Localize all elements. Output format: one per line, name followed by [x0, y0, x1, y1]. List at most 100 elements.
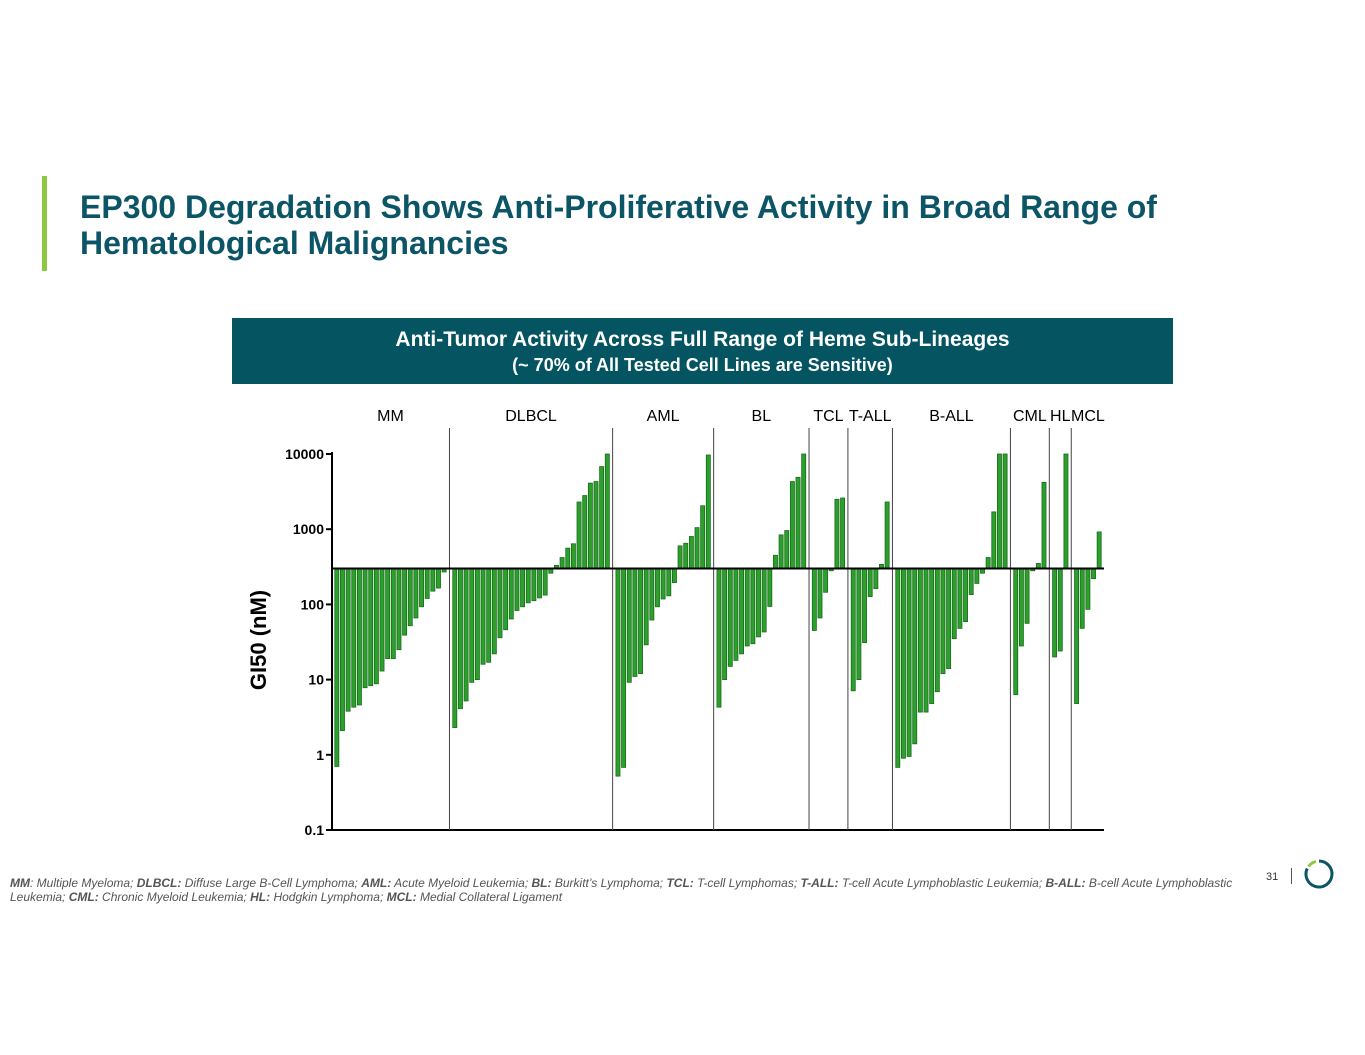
- bar: [514, 568, 520, 611]
- bar: [963, 568, 968, 623]
- bar: [419, 568, 424, 608]
- bar: [850, 568, 856, 692]
- bar: [430, 568, 436, 592]
- bar: [1079, 568, 1085, 629]
- bar: [1091, 568, 1096, 580]
- group-label: MM: [377, 408, 404, 425]
- footnote-definition: Burkitt’s Lymphoma;: [551, 876, 667, 890]
- bar: [784, 530, 790, 569]
- footnote-abbr: CML:: [68, 890, 99, 904]
- bar: [1024, 568, 1030, 624]
- bar: [906, 568, 912, 757]
- bar: [570, 543, 576, 569]
- bar: [756, 568, 761, 638]
- page-title: EP300 Degradation Shows Anti-Proliferati…: [80, 189, 1280, 261]
- bar: [856, 568, 862, 681]
- bar: [469, 568, 475, 683]
- bar: [1063, 453, 1069, 569]
- bar: [604, 453, 610, 569]
- bar: [368, 568, 374, 687]
- footnote-abbr: B-ALL:: [1045, 876, 1086, 890]
- group-label: B-ALL: [929, 408, 974, 425]
- bar: [402, 568, 408, 636]
- page-number-divider: [1291, 868, 1292, 884]
- bar: [621, 568, 627, 768]
- bar: [565, 547, 571, 569]
- bar: [436, 568, 441, 589]
- group-label: TCL: [813, 408, 843, 425]
- bar: [638, 568, 643, 675]
- bar: [968, 568, 974, 595]
- bar: [351, 568, 357, 708]
- bar: [811, 568, 817, 631]
- group-label: CML: [1013, 408, 1047, 425]
- bar: [801, 453, 807, 569]
- bar: [559, 557, 565, 569]
- bar: [452, 568, 458, 728]
- page-title-line-1: EP300 Degradation Shows Anti-Proliferati…: [80, 189, 1157, 225]
- y-tick-label: 1: [316, 747, 324, 763]
- bar: [934, 568, 940, 693]
- bar: [722, 568, 728, 681]
- bar: [486, 568, 492, 663]
- bar: [940, 568, 946, 675]
- footnote-definition: Diffuse Large B-Cell Lymphoma;: [181, 876, 362, 890]
- footnote-abbr: BL:: [531, 876, 552, 890]
- bar: [396, 568, 402, 651]
- bar: [474, 568, 480, 681]
- group-label: T-ALL: [849, 408, 892, 425]
- bar: [1018, 568, 1024, 647]
- footnote-abbr: HL:: [250, 890, 271, 904]
- bar: [373, 568, 379, 685]
- bar: [520, 568, 526, 608]
- bar: [599, 466, 605, 569]
- bar: [632, 568, 638, 677]
- bar: [1057, 568, 1063, 652]
- bar: [413, 568, 419, 619]
- bar: [1085, 568, 1091, 610]
- bar: [379, 568, 385, 672]
- bar: [767, 568, 773, 607]
- page-title-line-2: Hematological Malignancies: [80, 225, 509, 261]
- bar: [362, 568, 368, 689]
- y-tick-label: 1000: [293, 521, 324, 537]
- bar: [884, 501, 890, 569]
- chart-banner: Anti-Tumor Activity Across Full Range of…: [232, 318, 1173, 384]
- bar: [1002, 453, 1008, 569]
- bar: [334, 568, 340, 767]
- footnote-abbr: MM: [10, 876, 30, 890]
- bar: [491, 568, 497, 655]
- bar: [727, 568, 733, 667]
- bar: [508, 568, 514, 620]
- bar: [917, 568, 923, 713]
- banner-headline: Anti-Tumor Activity Across Full Range of…: [395, 328, 1010, 351]
- bar: [867, 568, 873, 597]
- bar: [531, 568, 537, 602]
- bar: [1052, 568, 1058, 658]
- bar: [497, 568, 503, 639]
- bar: [974, 568, 980, 584]
- bar: [900, 568, 906, 759]
- bar: [929, 568, 935, 704]
- bar: [873, 568, 879, 590]
- bar: [750, 568, 756, 645]
- bar: [458, 568, 463, 710]
- bar: [666, 568, 672, 597]
- bar: [951, 568, 957, 640]
- bar: [525, 568, 531, 604]
- bar: [587, 482, 593, 569]
- y-tick-label: 10: [308, 672, 324, 688]
- group-label: HL: [1050, 408, 1071, 425]
- bar: [817, 568, 823, 619]
- bar: [1074, 568, 1080, 704]
- bar: [733, 568, 739, 661]
- bar: [912, 568, 918, 745]
- bar: [985, 557, 991, 569]
- bar: [463, 568, 469, 702]
- bar: [683, 542, 689, 569]
- bar: [1096, 531, 1102, 569]
- y-tick-label: 0.1: [305, 822, 325, 838]
- footnote-definition: Chronic Myeloid Leukemia;: [98, 890, 251, 904]
- footnote-definition: T-cell Lymphomas;: [693, 876, 801, 890]
